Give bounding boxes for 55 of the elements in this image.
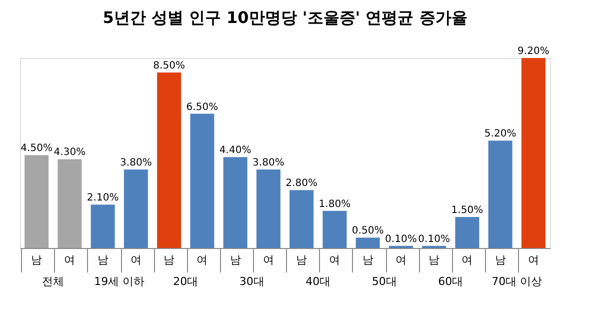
data-label: 0.10% bbox=[418, 234, 450, 245]
data-label: 2.10% bbox=[86, 192, 119, 204]
text: 19세 이하 bbox=[94, 275, 145, 288]
x-tick-label: 여 bbox=[462, 254, 473, 266]
data-label: 2.80% bbox=[286, 178, 318, 190]
bar bbox=[223, 157, 248, 248]
text: 20대 bbox=[173, 275, 198, 288]
bar bbox=[124, 170, 148, 248]
x-tick-label: 남 bbox=[97, 254, 108, 266]
text: 70대 이상 bbox=[492, 275, 542, 288]
bar bbox=[90, 204, 115, 248]
data-label: 0.50% bbox=[352, 226, 384, 237]
x-tick-label: 남 bbox=[362, 254, 374, 266]
text: 60대 bbox=[438, 275, 464, 288]
x-tick-label: 남 bbox=[164, 254, 175, 266]
x-tick-label: 여 bbox=[528, 254, 539, 266]
data-label: 0.10% bbox=[385, 234, 417, 245]
data-label: 5.20% bbox=[484, 128, 516, 140]
data-label: 4.30% bbox=[54, 147, 86, 158]
x-tick-label: 여 bbox=[329, 254, 340, 266]
text: 50대 bbox=[372, 275, 397, 288]
x-tick-label: 남 bbox=[230, 254, 241, 266]
text: 전체 bbox=[42, 275, 64, 288]
bar bbox=[256, 170, 280, 248]
bar bbox=[157, 72, 182, 248]
bar bbox=[190, 114, 214, 248]
x-tick-label: 여 bbox=[196, 254, 208, 266]
bar bbox=[488, 140, 512, 248]
x-tick-label: 남 bbox=[296, 254, 308, 266]
x-tick-label: 남 bbox=[494, 254, 506, 266]
x-tick-label: 여 bbox=[130, 254, 142, 266]
bar bbox=[58, 159, 82, 248]
data-label: 6.50% bbox=[186, 102, 218, 113]
x-tick-label: 여 bbox=[64, 254, 76, 266]
data-label: 3.80% bbox=[120, 158, 152, 169]
data-label: 8.50% bbox=[153, 60, 185, 72]
data-label: 1.80% bbox=[318, 198, 351, 210]
data-label: 1.50% bbox=[451, 205, 484, 216]
data-label: 3.80% bbox=[252, 158, 284, 169]
data-label: 4.50% bbox=[20, 143, 52, 154]
data-label: 4.40% bbox=[219, 145, 252, 156]
x-tick-label: 남 bbox=[428, 254, 440, 266]
bar bbox=[24, 155, 49, 248]
bar bbox=[356, 238, 380, 248]
x-tick-label: 여 bbox=[395, 254, 406, 266]
text: 40대 bbox=[306, 275, 331, 288]
x-tick-label: 여 bbox=[262, 254, 274, 266]
bar bbox=[322, 210, 347, 248]
text: 30대 bbox=[239, 275, 264, 288]
bar bbox=[455, 217, 480, 248]
bar bbox=[521, 58, 546, 248]
chart-title: 5년간 성별 인구 10만명당 '조울증' 연평균 증가율 bbox=[102, 8, 468, 27]
bar bbox=[290, 190, 314, 248]
data-label: 9.20% bbox=[518, 46, 550, 57]
x-tick-label: 남 bbox=[31, 254, 42, 266]
